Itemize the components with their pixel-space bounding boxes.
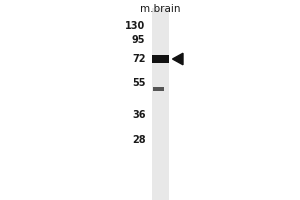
Text: m.brain: m.brain bbox=[140, 4, 181, 14]
Bar bbox=[152, 8, 169, 200]
Text: 130: 130 bbox=[125, 21, 146, 31]
Text: 28: 28 bbox=[132, 135, 146, 145]
Text: 55: 55 bbox=[132, 78, 146, 88]
Text: 95: 95 bbox=[132, 35, 146, 45]
Bar bbox=[153, 87, 164, 91]
Bar bbox=[152, 55, 169, 63]
Text: 36: 36 bbox=[132, 110, 146, 120]
Polygon shape bbox=[172, 53, 183, 65]
Text: 72: 72 bbox=[132, 54, 146, 64]
